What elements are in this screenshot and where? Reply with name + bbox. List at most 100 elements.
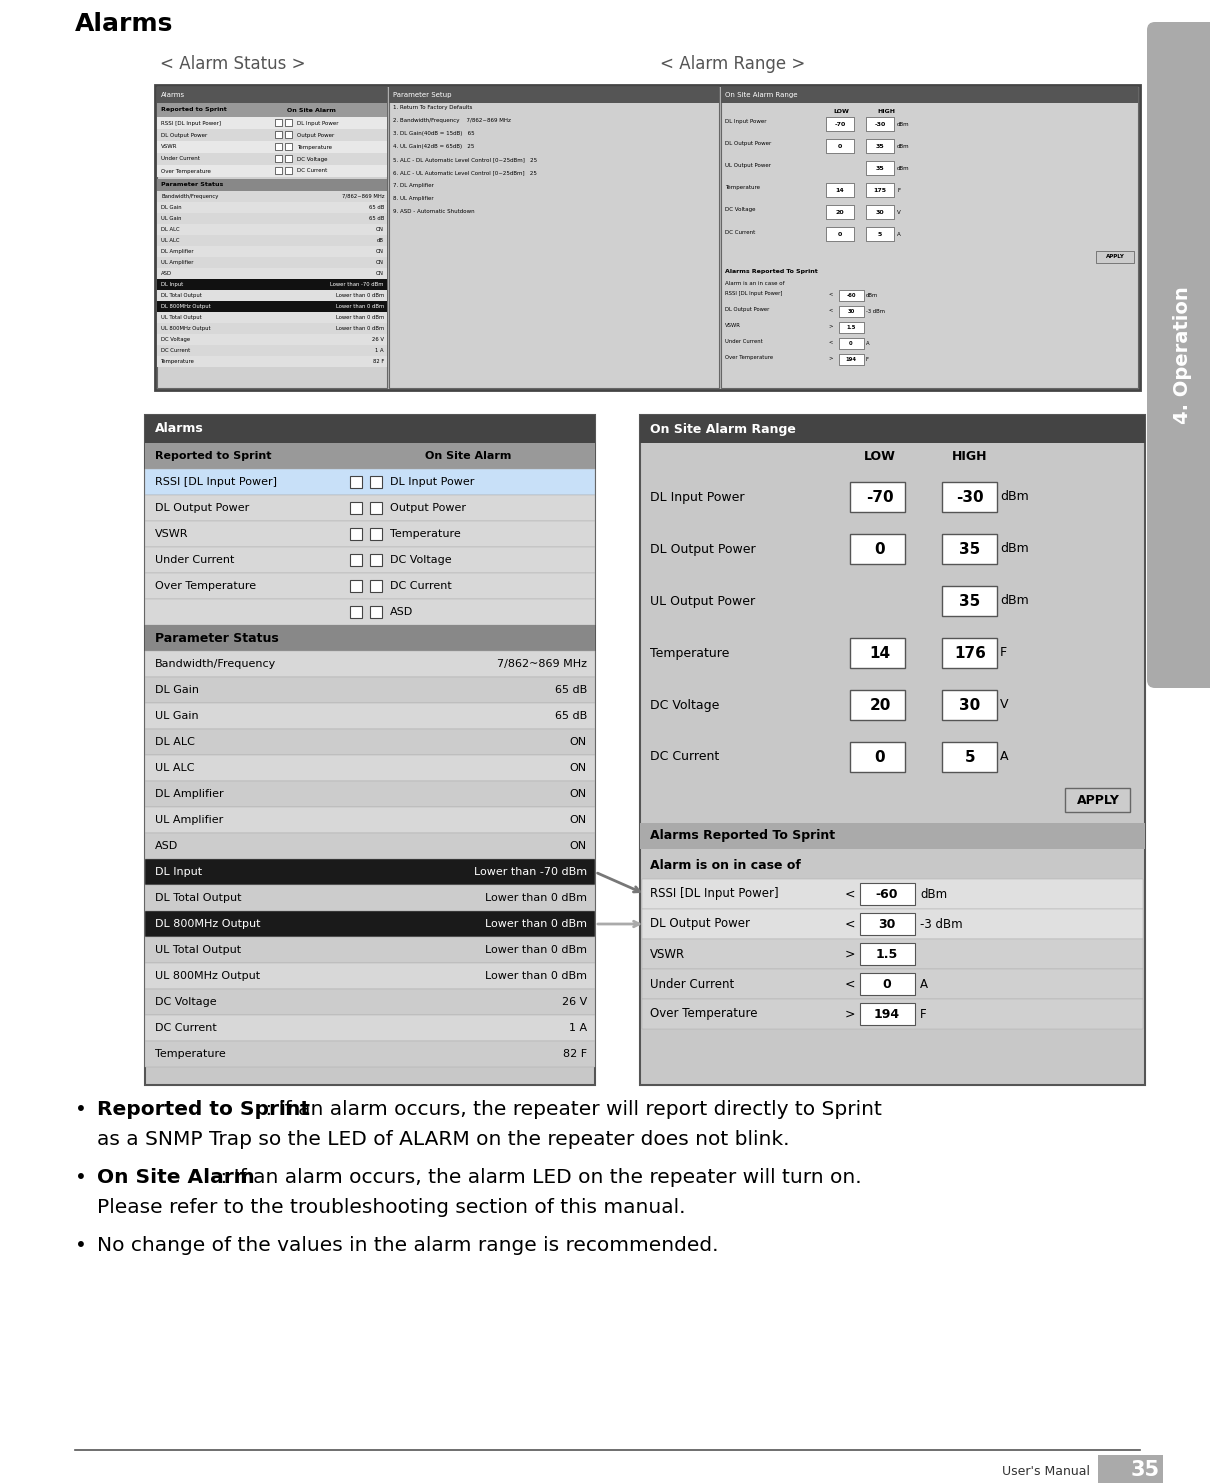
Text: -3 dBm: -3 dBm (920, 918, 963, 930)
Text: 30: 30 (960, 697, 980, 712)
Text: 1. Return To Factory Defaults: 1. Return To Factory Defaults (393, 105, 472, 110)
Text: DL Output Power: DL Output Power (161, 132, 207, 138)
Bar (1065, 787, 1130, 813)
Bar (849, 742, 905, 773)
Text: 26 V: 26 V (371, 337, 384, 343)
Bar (145, 782, 595, 807)
Text: Reported to Sprint: Reported to Sprint (155, 451, 271, 461)
Text: DC Current: DC Current (390, 581, 451, 592)
Text: UL Total Output: UL Total Output (155, 945, 241, 955)
Text: UL 800MHz Output: UL 800MHz Output (161, 326, 211, 331)
Bar (157, 117, 387, 129)
Bar (157, 179, 387, 191)
Text: DC Current: DC Current (161, 349, 190, 353)
Text: DL Output Power: DL Output Power (725, 307, 770, 311)
Text: <: < (829, 291, 834, 297)
Text: >: > (829, 323, 834, 328)
Text: Under Current: Under Current (725, 340, 762, 344)
Text: -30: -30 (875, 122, 886, 126)
Text: DC Voltage: DC Voltage (725, 208, 755, 212)
Text: RSSI [DL Input Power]: RSSI [DL Input Power] (161, 120, 221, 126)
Bar (826, 227, 854, 242)
Text: UL Gain: UL Gain (155, 710, 198, 721)
Text: 35: 35 (960, 541, 980, 556)
Text: 82 F: 82 F (563, 1048, 587, 1059)
Text: Lower than 0 dBm: Lower than 0 dBm (335, 314, 384, 320)
Text: 65 dB: 65 dB (369, 217, 384, 221)
Text: 35: 35 (876, 144, 885, 148)
Text: A: A (999, 750, 1008, 764)
Text: DL Input Power: DL Input Power (296, 120, 339, 126)
Bar (157, 202, 387, 214)
Text: 9. ASD - Automatic Shutdown: 9. ASD - Automatic Shutdown (393, 209, 474, 214)
Text: : If an alarm occurs, the alarm LED on the repeater will turn on.: : If an alarm occurs, the alarm LED on t… (214, 1169, 862, 1186)
Bar (866, 162, 894, 175)
Text: 0: 0 (875, 541, 886, 556)
Text: dBm: dBm (920, 887, 947, 900)
Bar (157, 323, 387, 334)
Bar (157, 291, 387, 301)
Text: DL Gain: DL Gain (161, 205, 182, 211)
Bar (350, 476, 362, 488)
Text: ASD: ASD (390, 607, 414, 617)
Bar (145, 755, 595, 782)
Text: Lower than 0 dBm: Lower than 0 dBm (335, 304, 384, 308)
Text: Reported to Sprint: Reported to Sprint (97, 1100, 310, 1120)
Bar (849, 690, 905, 721)
Text: DC Current: DC Current (650, 750, 719, 764)
Text: dBm: dBm (897, 144, 910, 148)
Bar (849, 638, 905, 667)
Bar (157, 165, 387, 176)
Text: <: < (845, 887, 855, 900)
Text: -30: -30 (956, 489, 984, 504)
Text: Alarms Reported To Sprint: Alarms Reported To Sprint (650, 829, 835, 842)
Text: DC Current: DC Current (296, 169, 327, 174)
Text: : If an alarm occurs, the repeater will report directly to Sprint: : If an alarm occurs, the repeater will … (259, 1100, 882, 1120)
Text: User's Manual: User's Manual (1002, 1465, 1090, 1479)
Text: Over Temperature: Over Temperature (650, 1007, 757, 1020)
Text: DC Voltage: DC Voltage (390, 555, 451, 565)
Text: On Site Alarm Range: On Site Alarm Range (650, 423, 796, 436)
Text: Bandwidth/Frequency: Bandwidth/Frequency (155, 658, 276, 669)
Text: 30: 30 (847, 308, 854, 314)
Text: DL ALC: DL ALC (161, 227, 179, 231)
Text: 2. Bandwidth/Frequency    7/862~869 MHz: 2. Bandwidth/Frequency 7/862~869 MHz (393, 119, 511, 123)
Text: DL 800MHz Output: DL 800MHz Output (161, 304, 211, 308)
Bar (643, 909, 1143, 939)
Bar (145, 859, 595, 885)
Text: F: F (897, 187, 900, 193)
Text: 0: 0 (837, 231, 842, 236)
Text: VSWR: VSWR (155, 529, 189, 538)
Text: Lower than -70 dBm: Lower than -70 dBm (474, 868, 587, 876)
Text: 0: 0 (882, 977, 892, 991)
Text: ON: ON (376, 260, 384, 265)
Bar (145, 678, 595, 703)
Bar (145, 547, 595, 572)
Text: 65 dB: 65 dB (554, 710, 587, 721)
Bar (1097, 1455, 1163, 1483)
Text: Alarms: Alarms (155, 423, 203, 436)
Text: DL Input Power: DL Input Power (650, 491, 744, 504)
Text: Parameter Status: Parameter Status (161, 182, 224, 187)
Bar (286, 168, 292, 174)
Text: V: V (999, 698, 1008, 712)
Text: HIGH: HIGH (952, 451, 987, 464)
Bar (155, 85, 1140, 390)
Bar (157, 311, 387, 323)
Text: Parameter Setup: Parameter Setup (393, 92, 451, 98)
Text: 5: 5 (964, 749, 975, 765)
Bar (145, 521, 595, 547)
Bar (860, 1003, 915, 1025)
Text: <: < (845, 977, 855, 991)
Bar (145, 937, 595, 962)
Text: 5. ALC - DL Automatic Level Control [0~25dBm]   25: 5. ALC - DL Automatic Level Control [0~2… (393, 157, 537, 162)
Bar (866, 117, 894, 131)
Bar (370, 476, 382, 488)
Bar (860, 914, 915, 934)
Text: UL Gain: UL Gain (161, 217, 182, 221)
Text: VSWR: VSWR (650, 948, 685, 961)
Text: Output Power: Output Power (296, 132, 334, 138)
Text: ON: ON (570, 762, 587, 773)
Bar (350, 555, 362, 567)
Text: No change of the values in the alarm range is recommended.: No change of the values in the alarm ran… (97, 1235, 719, 1255)
